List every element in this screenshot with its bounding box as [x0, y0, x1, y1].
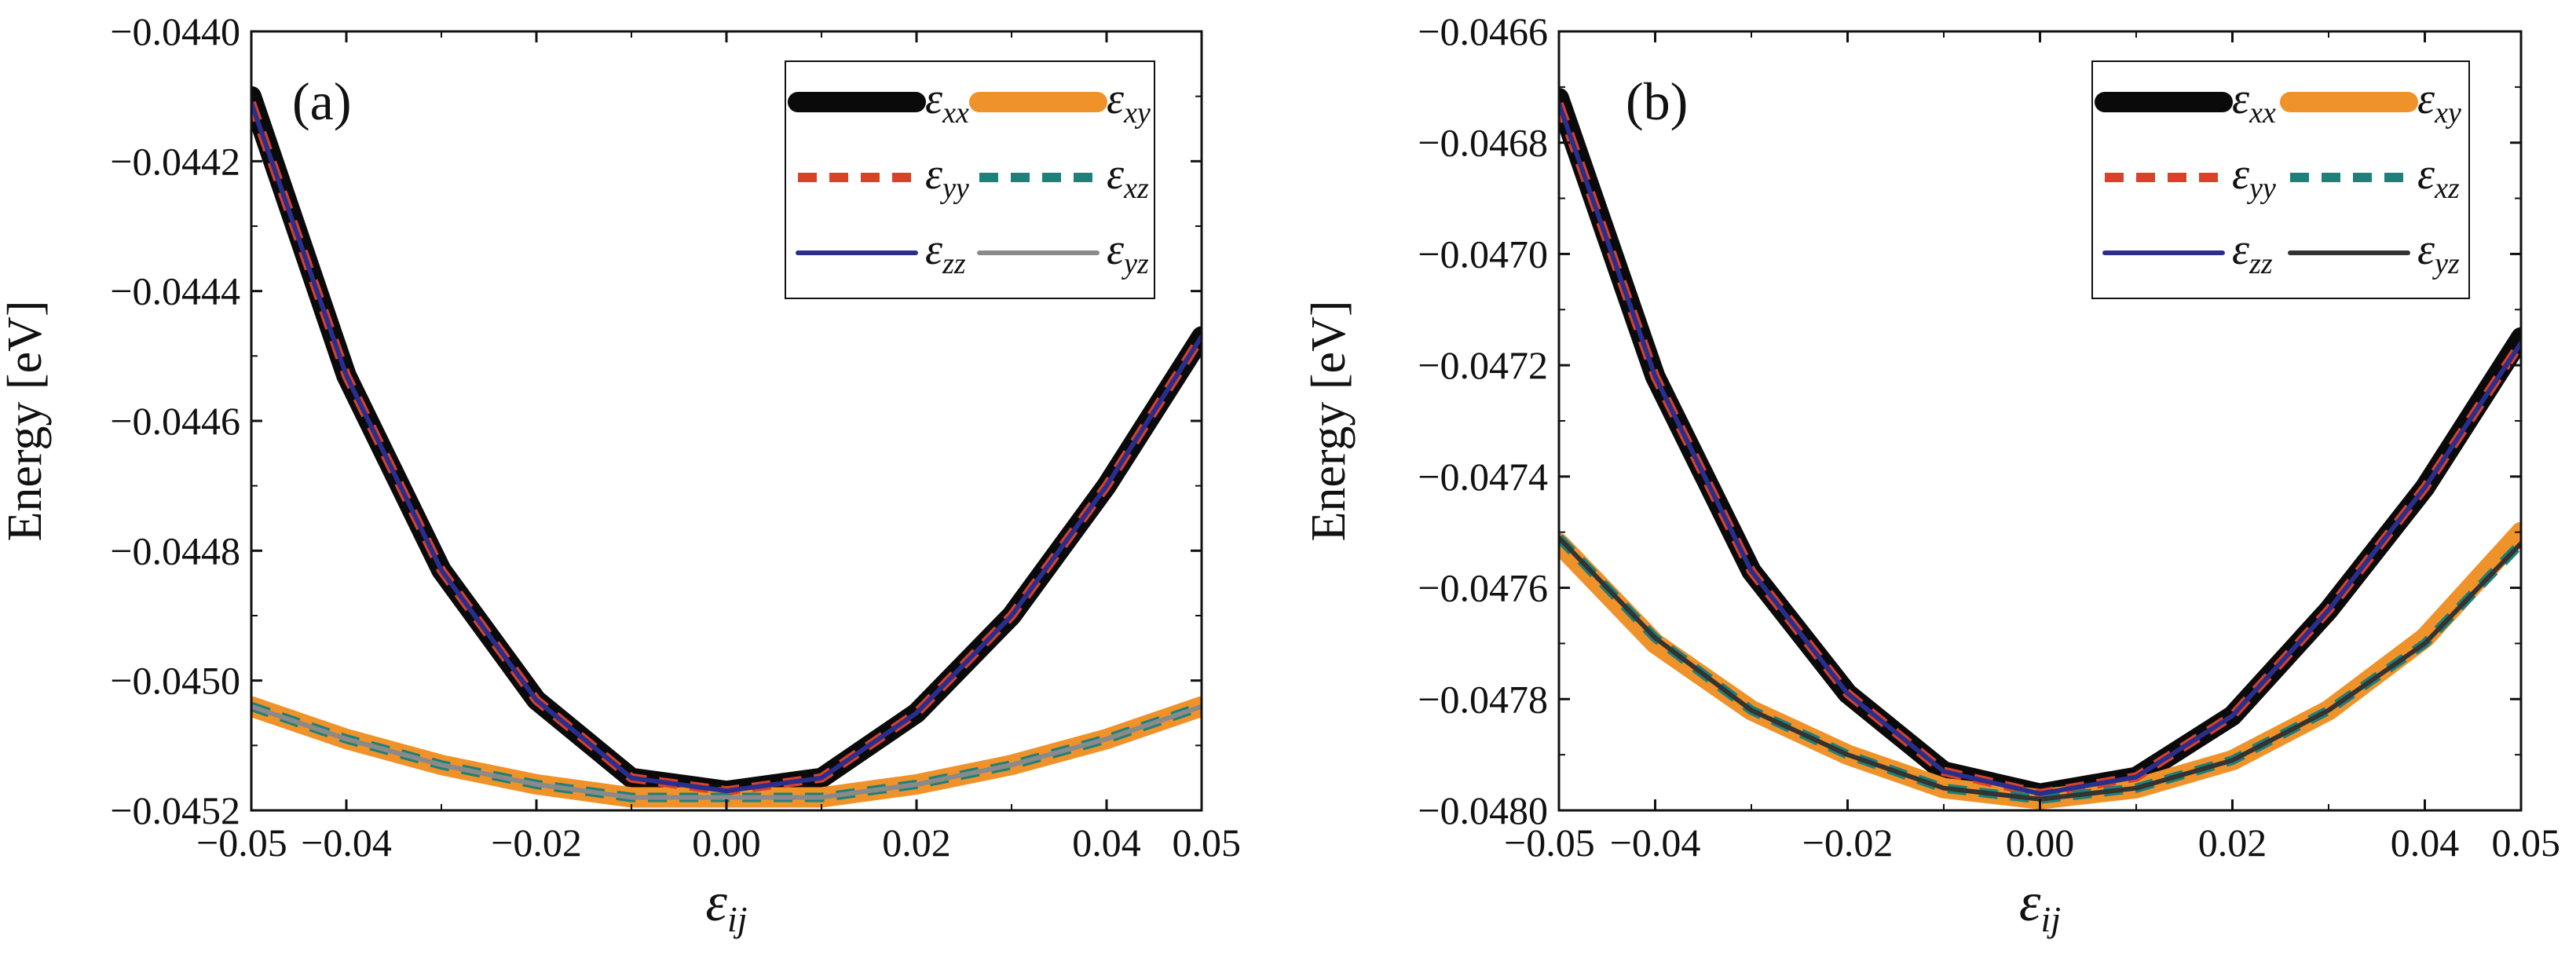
series-line-xy [1559, 521, 2521, 810]
legend-symbol: ε [925, 225, 943, 274]
x-tick-label: 0.04 [1072, 821, 1141, 865]
legend-subscript: zz [2249, 247, 2273, 280]
y-tick-label: −0.0478 [1418, 677, 1548, 721]
series-lines [1559, 88, 2521, 810]
x-tick-label: −0.04 [1610, 821, 1701, 865]
x-tick-label: −0.04 [301, 821, 392, 865]
x-tick-label: −0.02 [1802, 821, 1894, 865]
legend-label-yy: εyy [2232, 150, 2276, 205]
legend-subscript: xz [2434, 172, 2460, 205]
legend-subscript: xx [2249, 97, 2276, 130]
y-tick-label: −0.0446 [110, 399, 240, 443]
y-axis-title: Energy [eV] [1302, 300, 1356, 541]
x-tick-label: 0.00 [692, 821, 761, 865]
legend-subscript: zz [942, 247, 966, 280]
series-lines [251, 86, 1202, 808]
legend-symbol: ε [2417, 225, 2435, 274]
legend-label-yz: εyz [2417, 225, 2460, 280]
x-tick-label: 0.00 [2006, 821, 2075, 865]
x-tick-label: 0.04 [2391, 821, 2460, 865]
panel-label: (a) [292, 71, 351, 131]
legend-symbol: ε [925, 150, 943, 199]
legend-symbol: ε [1107, 150, 1125, 199]
y-axis-ticks: −0.0480 −0.0478 −0.0476 −0.0474 −0.0472 −0.04… [1418, 9, 2521, 832]
legend-symbol: ε [1107, 225, 1125, 274]
legend-label-xx: εxx [2232, 75, 2276, 130]
legend-symbol: ε [925, 75, 943, 123]
legend-symbol: ε [2232, 150, 2250, 199]
legend-symbol: ε [2417, 150, 2435, 199]
y-tick-label: −0.0470 [1418, 232, 1548, 276]
series-line-yz [251, 704, 1202, 800]
y-tick-label: −0.0472 [1418, 343, 1548, 387]
legend-label-yy: εyy [925, 150, 969, 205]
panel-a: −0.0452 −0.0450 −0.0448 −0.0446 −0.0444 −0.04… [0, 9, 1241, 939]
y-tick-label: −0.0474 [1418, 455, 1548, 499]
legend-subscript: xx [942, 97, 969, 130]
x-axis-ticks: −0.05 −0.04 −0.02 0.00 0.02 0.04 0.05 [1504, 31, 2560, 865]
legend-label-xz: εxz [1107, 150, 1149, 205]
legend-label-yz: εyz [1107, 225, 1149, 280]
legend-symbol: ε [1107, 75, 1125, 123]
x-tick-label: 0.05 [2492, 821, 2561, 865]
x-axis-ticks: −0.05 −0.04 −0.02 0.00 0.02 0.04 0.05 [196, 31, 1241, 865]
legend-label-xy: εxy [1107, 75, 1151, 130]
y-tick-label: −0.0442 [110, 139, 240, 183]
panel-label: (b) [1626, 71, 1688, 131]
legend-subscript: xz [1123, 172, 1149, 205]
x-tick-label: −0.02 [491, 821, 582, 865]
y-tick-label: −0.0440 [110, 9, 240, 53]
x-axis-title-sub: ij [2041, 899, 2062, 939]
legend-label-xy: εxy [2417, 75, 2461, 130]
y-tick-label: −0.0444 [110, 269, 240, 313]
y-tick-label: −0.0468 [1418, 121, 1548, 165]
x-axis-title-main: ε [705, 872, 727, 933]
legend-label-zz: εzz [925, 225, 966, 280]
x-tick-label: 0.05 [1173, 821, 1242, 865]
y-tick-label: −0.0450 [110, 659, 240, 703]
legend-subscript: yy [2246, 172, 2276, 205]
y-tick-label: −0.0448 [110, 528, 240, 572]
legend-subscript: xy [1123, 97, 1151, 130]
series-line-zz [251, 100, 1202, 794]
x-tick-label: 0.02 [882, 821, 951, 865]
y-tick-label: −0.0452 [110, 788, 240, 832]
legend-label-zz: εzz [2232, 225, 2273, 280]
y-axis-ticks: −0.0452 −0.0450 −0.0448 −0.0446 −0.0444 −0.04… [110, 9, 1202, 832]
legend-label-xz: εxz [2417, 150, 2460, 205]
legend-label-xx: εxx [925, 75, 969, 130]
legend-symbol: ε [2417, 75, 2435, 123]
y-tick-label: −0.0480 [1418, 788, 1548, 832]
x-axis-title: εij [705, 872, 747, 939]
x-axis-title-sub: ij [727, 899, 748, 939]
y-tick-label: −0.0476 [1418, 566, 1548, 610]
series-line-yz [1559, 535, 2521, 802]
y-tick-label: −0.0466 [1418, 9, 1548, 53]
legend-symbol: ε [2232, 75, 2250, 123]
x-tick-label: −0.05 [1504, 821, 1595, 865]
panel-b: −0.0480 −0.0478 −0.0476 −0.0474 −0.0472 −0.04… [1302, 9, 2560, 939]
x-tick-label: −0.05 [196, 821, 287, 865]
x-axis-title: εij [2019, 872, 2061, 939]
x-axis-title-main: ε [2019, 872, 2041, 933]
legend-subscript: yy [939, 172, 969, 205]
y-axis-title: Energy [eV] [0, 300, 52, 541]
x-tick-label: 0.02 [2198, 821, 2267, 865]
series-line-zz [1559, 101, 2521, 796]
legend-subscript: yz [2431, 247, 2460, 280]
legend-subscript: xy [2434, 97, 2461, 130]
legend-symbol: ε [2232, 225, 2250, 274]
legend-subscript: yz [1121, 247, 1149, 280]
